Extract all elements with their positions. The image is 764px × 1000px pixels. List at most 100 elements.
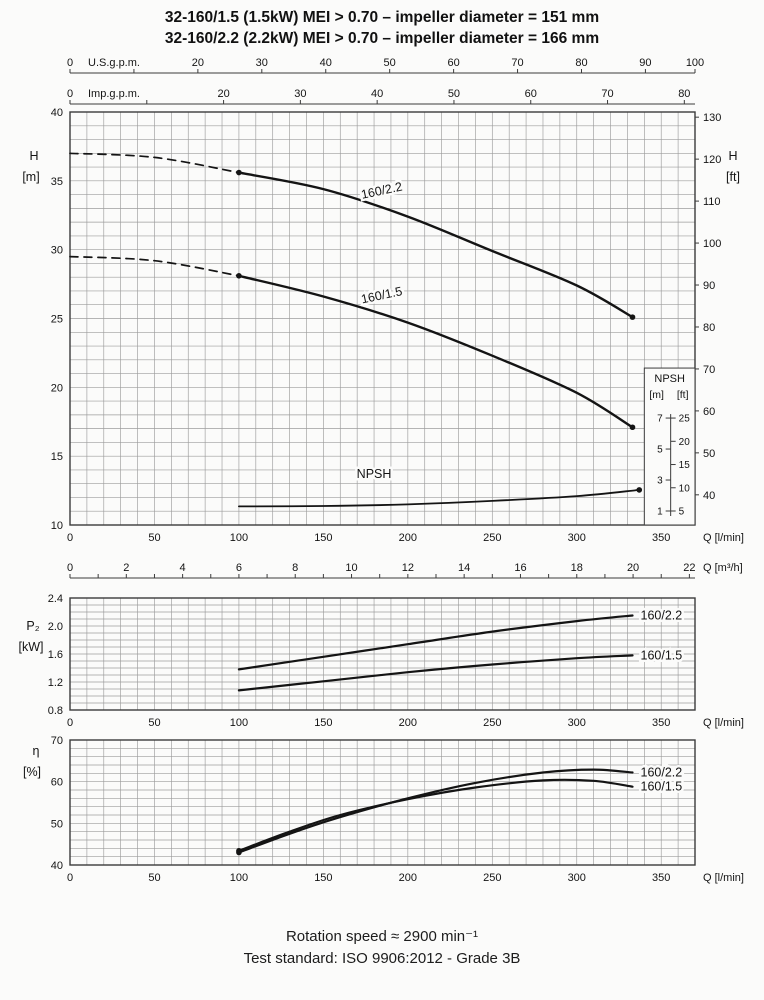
svg-text:50: 50 [148,717,160,729]
svg-text:40: 40 [703,490,715,502]
svg-text:80: 80 [575,57,587,69]
curve-label-160/2.2: 160/2.2 [641,766,683,780]
svg-text:20: 20 [627,562,639,574]
svg-text:5: 5 [657,445,663,456]
chart-title-block: 32-160/1.5 (1.5kW) MEI > 0.70 – impeller… [0,7,764,49]
series-NPSH [238,489,641,508]
curve-label-160/2.2: 160/2.2 [641,609,683,623]
svg-text:15: 15 [679,460,691,471]
svg-text:[ft]: [ft] [677,389,689,401]
svg-text:10: 10 [345,562,357,574]
svg-text:[ft]: [ft] [726,170,740,184]
series-160/2.2-dashed [69,152,240,174]
title-line-2: 32-160/2.2 (2.2kW) MEI > 0.70 – impeller… [164,30,600,47]
curve-label-160/1.5: 160/1.5 [360,284,404,306]
series-160/1.5-dashed [69,255,240,277]
svg-text:H: H [29,149,38,163]
svg-text:0: 0 [67,88,73,100]
svg-text:10: 10 [679,483,691,494]
svg-text:50: 50 [51,818,63,830]
svg-text:0.8: 0.8 [48,705,63,717]
svg-text:0: 0 [67,532,73,544]
chart-efficiency: 0 50 100 150 200 250 300 350 Q [l/min] 40 50 60 70 η [… [23,735,744,884]
svg-text:20: 20 [679,437,691,448]
svg-text:0: 0 [67,57,73,69]
svg-text:0: 0 [67,562,73,574]
svg-text:20: 20 [192,57,204,69]
svg-text:25: 25 [51,314,63,326]
svg-text:50: 50 [703,448,715,460]
svg-text:η: η [33,744,40,758]
svg-text:15: 15 [51,451,63,463]
svg-text:2.0: 2.0 [48,621,63,633]
svg-text:Q [l/min]: Q [l/min] [703,717,744,729]
svg-text:30: 30 [294,88,306,100]
svg-text:40: 40 [51,860,63,872]
svg-text:[m]: [m] [649,389,664,401]
svg-text:250: 250 [483,532,501,544]
svg-text:20: 20 [51,382,63,394]
svg-text:Q [m³/h]: Q [m³/h] [703,562,743,574]
svg-text:2: 2 [123,562,129,574]
curve-label-160/1.5: 160/1.5 [641,780,683,794]
svg-text:40: 40 [320,57,332,69]
svg-text:50: 50 [148,872,160,884]
svg-text:30: 30 [51,245,63,257]
svg-text:6: 6 [236,562,242,574]
svg-text:1: 1 [657,507,663,518]
svg-text:[kW]: [kW] [19,640,44,654]
svg-text:4: 4 [180,562,186,574]
svg-text:10: 10 [51,520,63,532]
svg-text:50: 50 [448,88,460,100]
svg-text:0: 0 [67,717,73,729]
svg-text:Q [l/min]: Q [l/min] [703,532,744,544]
svg-text:0: 0 [67,872,73,884]
svg-text:70: 70 [51,735,63,747]
svg-text:250: 250 [483,717,501,729]
series-160/1.5 [237,654,634,692]
svg-text:130: 130 [703,112,721,124]
svg-text:200: 200 [399,872,417,884]
chart-power: 0 50 100 150 200 250 300 350 Q [l/min]0.81.21.62… [19,562,744,729]
svg-text:[%]: [%] [23,765,41,779]
svg-text:300: 300 [568,532,586,544]
svg-text:150: 150 [314,717,332,729]
svg-text:60: 60 [51,777,63,789]
svg-text:Imp.g.p.m.: Imp.g.p.m. [88,88,140,100]
svg-text:1.2: 1.2 [48,677,63,689]
svg-text:14: 14 [458,562,470,574]
series-160/2.2 [237,768,634,854]
svg-text:40: 40 [371,88,383,100]
chart-footer-block: Rotation speed ≈ 2900 min⁻¹ Test standar… [0,926,764,970]
svg-text:20: 20 [217,88,229,100]
svg-text:350: 350 [652,717,670,729]
svg-text:250: 250 [483,872,501,884]
title-line-1: 32-160/1.5 (1.5kW) MEI > 0.70 – impeller… [164,9,600,26]
series-160/2.2 [237,171,634,319]
svg-text:80: 80 [678,88,690,100]
svg-text:80: 80 [703,322,715,334]
svg-text:22: 22 [683,562,695,574]
svg-text:100: 100 [230,532,248,544]
svg-text:120: 120 [703,154,721,166]
svg-text:90: 90 [703,280,715,292]
svg-text:100: 100 [703,238,721,250]
svg-text:60: 60 [703,406,715,418]
svg-text:350: 350 [652,872,670,884]
svg-text:[m]: [m] [22,170,39,184]
footer-rotation-speed: Rotation speed ≈ 2900 min⁻¹ [285,928,479,945]
curve-label-160/1.5: 160/1.5 [641,648,683,662]
svg-text:300: 300 [568,717,586,729]
svg-text:30: 30 [256,57,268,69]
svg-text:25: 25 [679,414,691,425]
svg-text:300: 300 [568,872,586,884]
svg-text:Q [l/min]: Q [l/min] [703,872,744,884]
svg-text:70: 70 [601,88,613,100]
svg-text:100: 100 [686,57,704,69]
series-160/2.2 [237,614,634,671]
svg-text:1.6: 1.6 [48,649,63,661]
svg-text:H: H [728,149,737,163]
svg-text:U.S.g.p.m.: U.S.g.p.m. [88,57,140,69]
